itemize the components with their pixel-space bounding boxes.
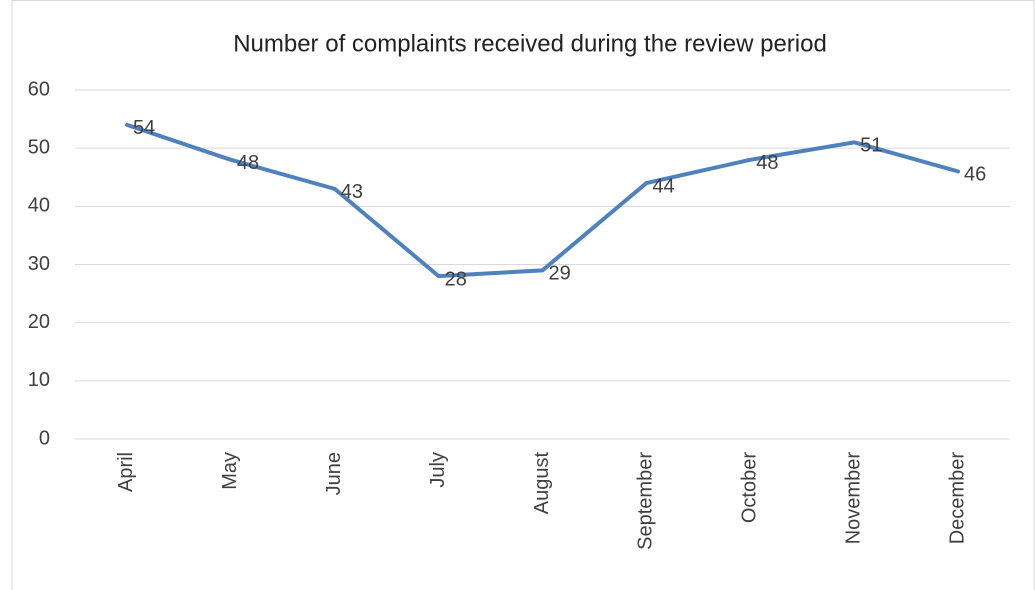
data-label: 43 (341, 181, 363, 203)
chart-title: Number of complaints received during the… (233, 30, 827, 57)
data-label: 44 (652, 175, 674, 197)
data-label: 48 (237, 152, 259, 174)
x-tick-label: April (115, 452, 137, 492)
y-tick-label: 30 (28, 253, 50, 275)
x-tick-label: September (635, 452, 657, 550)
x-tick-label: November (842, 452, 864, 545)
y-tick-label: 20 (28, 311, 50, 333)
y-tick-label: 60 (28, 78, 50, 100)
data-label: 28 (445, 268, 467, 290)
y-tick-label: 0 (39, 427, 50, 449)
x-tick-label: May (219, 452, 241, 490)
chart-border (11, 0, 1035, 590)
x-tick-label: October (739, 452, 761, 523)
y-tick-label: 50 (28, 136, 50, 158)
x-tick-label: July (427, 452, 449, 488)
x-tick-label: August (531, 452, 553, 515)
x-tick-label: June (323, 452, 345, 495)
data-label: 46 (964, 164, 986, 186)
data-label: 48 (756, 152, 778, 174)
line (124, 122, 961, 279)
y-tick-label: 40 (28, 195, 50, 217)
x-tick-label: December (946, 452, 968, 545)
data-label: 29 (549, 263, 571, 285)
data-label: 54 (133, 117, 155, 139)
data-label: 51 (860, 135, 882, 157)
y-tick-label: 10 (28, 369, 50, 391)
